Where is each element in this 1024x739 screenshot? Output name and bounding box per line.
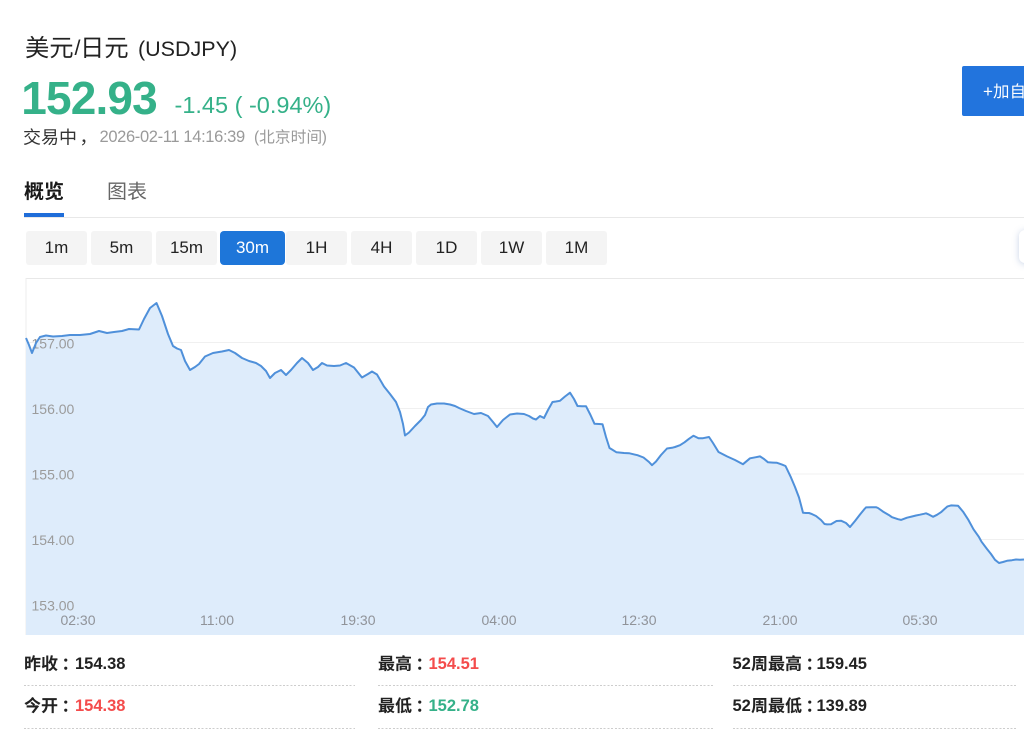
svg-text:19:30: 19:30: [340, 612, 375, 628]
svg-text:156.00: 156.00: [32, 401, 75, 417]
svg-text:12:30: 12:30: [621, 612, 656, 628]
svg-text:11:00: 11:00: [200, 612, 234, 628]
svg-text:21:00: 21:00: [762, 612, 797, 628]
svg-text:155.00: 155.00: [32, 467, 75, 483]
svg-text:153.00: 153.00: [32, 598, 75, 614]
svg-text:154.00: 154.00: [32, 532, 75, 548]
svg-text:157.00: 157.00: [32, 335, 75, 351]
svg-text:04:00: 04:00: [481, 612, 516, 628]
svg-text:05:30: 05:30: [902, 612, 937, 628]
svg-text:02:30: 02:30: [60, 612, 95, 628]
